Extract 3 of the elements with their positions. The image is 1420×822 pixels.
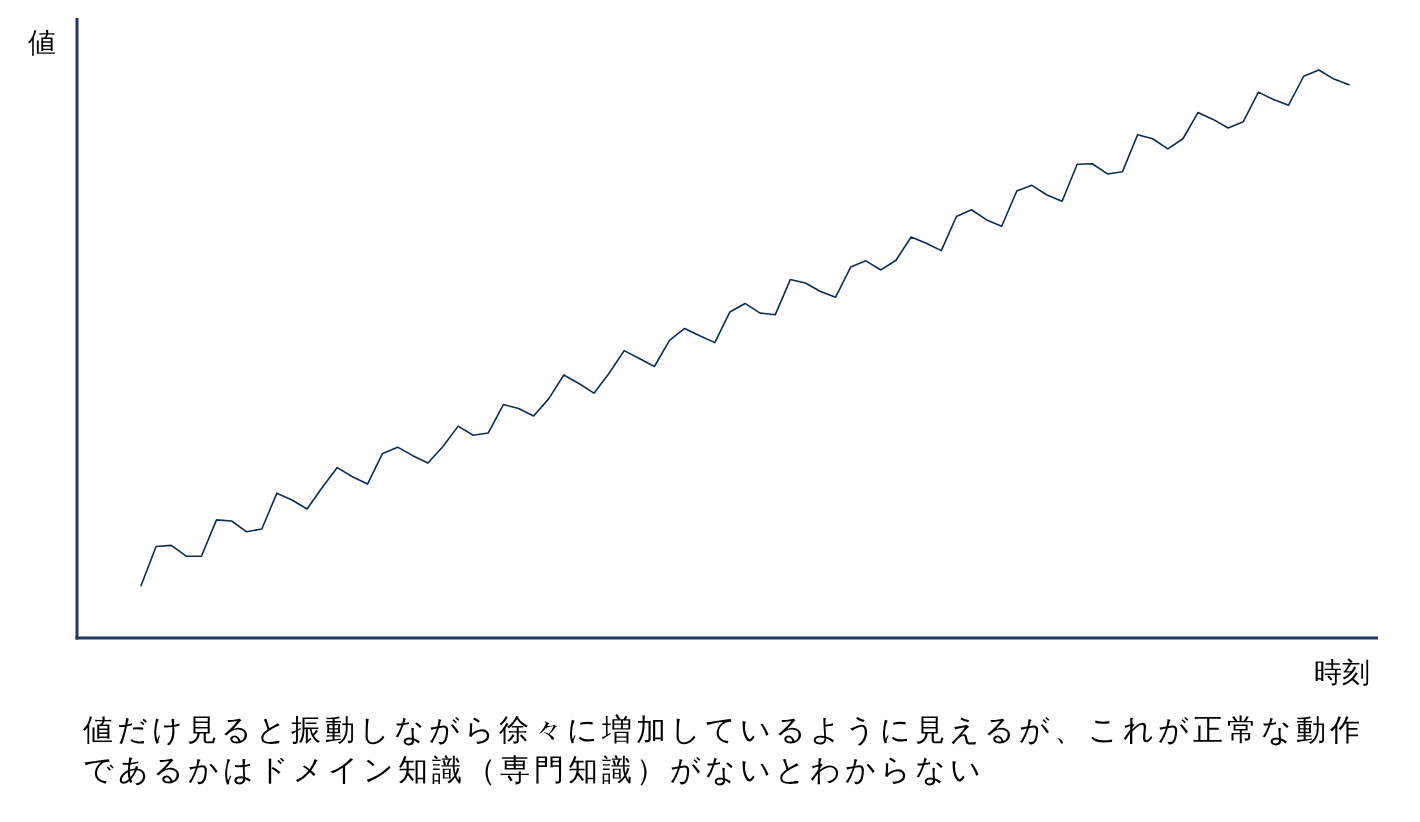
text: 値だけ見ると振動しながら徐々に増加しているように見えるが、これが正常な動作であるかはドメイン知識（専門知識）がないとわからない bbox=[83, 711, 1365, 789]
y-axis-title: 値 bbox=[28, 26, 56, 59]
x-axis-title: 時刻 bbox=[1314, 656, 1370, 689]
